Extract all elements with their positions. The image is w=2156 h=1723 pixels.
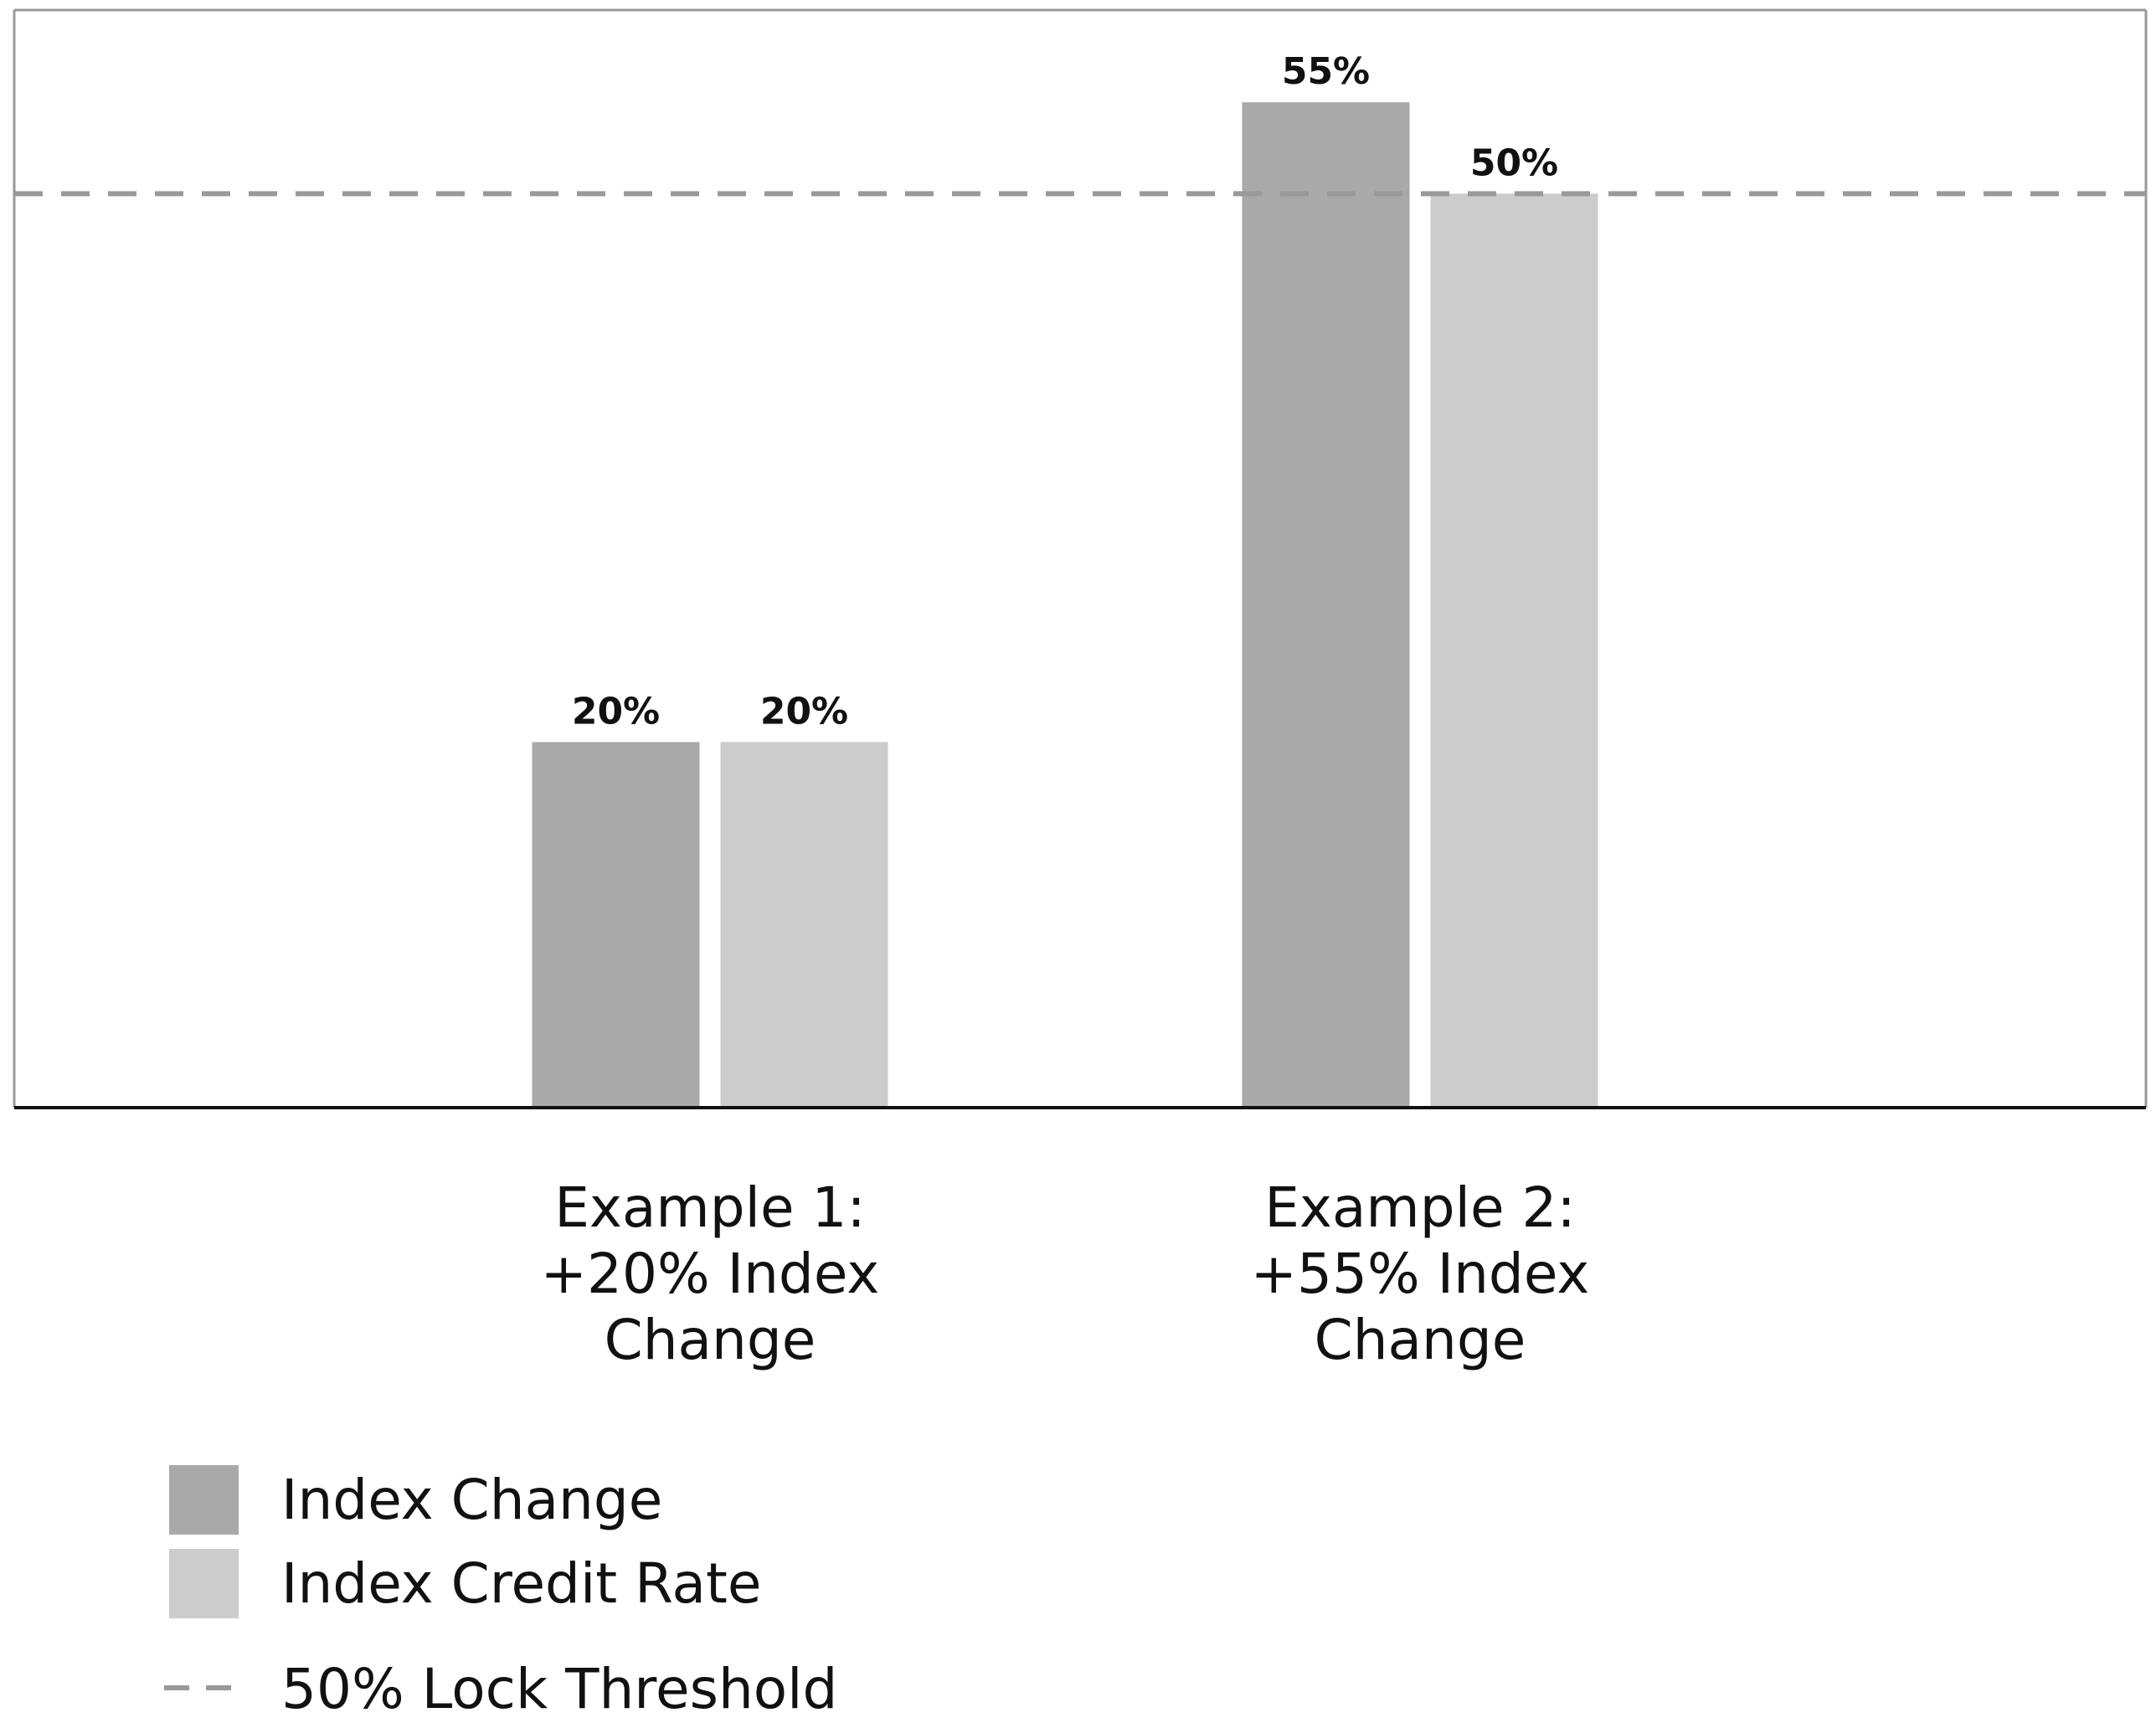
category-label-example-1: Example 1: +20% Index Change <box>541 1175 880 1372</box>
legend-swatch-index-credit-rate <box>169 1549 239 1618</box>
bar-index-credit-rate-example-2 <box>1430 193 1598 1108</box>
bar-value-label: 55% <box>1282 50 1370 93</box>
plot-frame <box>13 8 2148 1108</box>
category-label-line: Change <box>605 1308 816 1372</box>
labels-layer: 20% 20% 55% 50% <box>572 50 1558 733</box>
category-label-example-2: Example 2: +55% Index Change <box>1251 1175 1590 1372</box>
category-label-line: +55% Index <box>1251 1242 1590 1306</box>
legend-label-threshold: 50% Lock Threshold <box>281 1657 837 1721</box>
bars-layer <box>532 102 1598 1108</box>
category-label-line: Change <box>1315 1308 1526 1372</box>
bar-index-change-example-2 <box>1242 102 1410 1108</box>
threshold-layer <box>14 191 2146 1109</box>
category-label-line: Example 2: <box>1264 1175 1576 1240</box>
legend-label: Index Change <box>281 1468 662 1532</box>
category-label-line: Example 1: <box>554 1175 866 1240</box>
legend-label: Index Credit Rate <box>281 1551 761 1616</box>
bar-value-label: 20% <box>572 690 660 733</box>
category-label-line: +20% Index <box>541 1242 880 1306</box>
bar-value-label: 50% <box>1470 141 1558 184</box>
bar-value-label: 20% <box>760 690 848 733</box>
bar-index-change-example-1 <box>532 742 700 1108</box>
legend: Index Change Index Credit Rate 50% Lock Th… <box>164 1465 837 1721</box>
bar-index-credit-rate-example-1 <box>720 742 888 1108</box>
legend-swatch-index-change <box>169 1465 239 1535</box>
